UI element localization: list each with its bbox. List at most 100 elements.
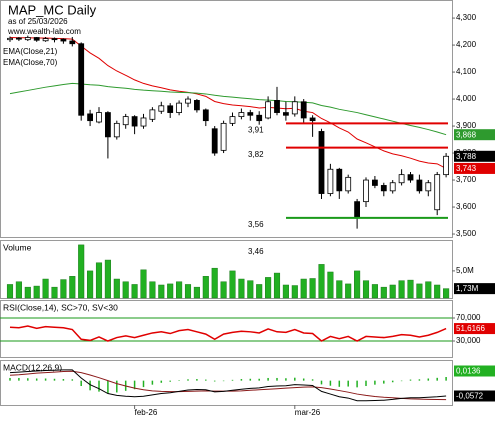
y-tick-label: 4,000: [456, 94, 477, 103]
volume-bar: [282, 284, 289, 299]
candle-body: [389, 182, 396, 192]
level-label: 3,46: [248, 247, 264, 256]
chart-title: MAP_MC Daily: [8, 2, 97, 17]
histogram-bar: [27, 378, 29, 381]
candle-body: [345, 176, 352, 192]
value-box-label: 3,868: [456, 130, 477, 139]
level-label: 3,82: [248, 150, 264, 159]
histogram-bar: [409, 379, 412, 381]
candle-body: [309, 117, 316, 122]
value-box: [454, 390, 495, 402]
histogram-bar: [222, 380, 225, 382]
candle-body: [193, 100, 200, 111]
volume-bar: [167, 283, 174, 299]
volume-bar: [104, 259, 111, 299]
candle-body: [229, 116, 236, 124]
y-tick-label: 4,300: [456, 13, 477, 22]
histogram-bar: [205, 379, 207, 381]
volume-bar: [6, 284, 14, 299]
legend-label: EMA(Close,70): [3, 58, 58, 67]
value-box: [454, 365, 495, 377]
y-tick-label: 3,700: [456, 175, 477, 184]
histogram-bar: [285, 378, 287, 381]
y-tick-label: 3,900: [456, 121, 477, 130]
volume-bar: [193, 286, 200, 299]
subtitle: as of 25/03/2026: [8, 17, 68, 26]
candle-body: [87, 113, 93, 122]
volume-bar: [371, 284, 378, 299]
volume-bar: [291, 285, 298, 299]
histogram-bar: [231, 379, 234, 381]
candle-body: [158, 105, 165, 112]
candle-body: [300, 101, 307, 119]
price-plot: [7, 35, 450, 229]
histogram-bar: [44, 378, 47, 381]
candle-body: [131, 116, 138, 127]
candle-body: [113, 122, 120, 138]
candle-body: [318, 131, 325, 194]
candle-body: [380, 185, 387, 192]
volume-title: Volume: [3, 242, 32, 252]
histogram-bar: [400, 380, 403, 382]
source: www.wealth-lab.com: [7, 27, 81, 36]
candle-body: [443, 155, 450, 176]
candle-body: [282, 112, 289, 116]
histogram-bar: [320, 380, 323, 385]
histogram-bar: [142, 380, 145, 388]
candle-body: [363, 179, 369, 203]
volume-bar: [158, 284, 165, 299]
macd-title: MACD(12,26,9): [3, 362, 62, 372]
volume-bar: [362, 280, 370, 299]
volume-bar: [149, 281, 156, 299]
candle-body: [105, 112, 111, 138]
volume-bar: [425, 281, 432, 299]
candle-body: [256, 114, 263, 122]
volume-bar: [24, 286, 31, 299]
value-box-label: 51,6166: [456, 324, 485, 333]
volume-bar: [60, 279, 67, 299]
y-tick-label: 4,200: [456, 40, 477, 49]
candle-body: [15, 37, 22, 40]
volume-bar: [434, 284, 441, 299]
candle-body: [291, 101, 298, 115]
volume-bar: [327, 271, 334, 299]
candle-body: [176, 102, 183, 113]
histogram-bar: [374, 380, 376, 385]
y-tick-label: 30,000: [456, 336, 481, 345]
volume-bar: [78, 244, 85, 299]
histogram-bar: [151, 380, 154, 385]
candle-body: [425, 182, 432, 192]
volume-bar: [309, 278, 316, 299]
volume-bar: [51, 286, 58, 299]
volume-bar: [354, 270, 361, 299]
candle-body: [122, 116, 129, 126]
volume-bar: [407, 279, 414, 299]
value-box-label: 1,73M: [456, 284, 479, 293]
histogram-bar: [356, 380, 358, 388]
histogram-bar: [89, 380, 91, 391]
volume-frame: [0, 240, 453, 299]
volume-bar: [69, 276, 76, 299]
volume-bar: [345, 283, 352, 299]
histogram-bar: [178, 380, 180, 381]
value-box: [454, 162, 495, 174]
candle-body: [247, 112, 254, 116]
value-box-label: -0,0572: [456, 392, 484, 401]
candle-body: [140, 117, 147, 127]
volume-bar: [398, 280, 405, 299]
candle-body: [42, 38, 49, 42]
candle-body: [407, 174, 414, 181]
value-box: [454, 323, 495, 335]
volume-bar: [87, 270, 94, 299]
histogram-bar: [116, 380, 118, 393]
histogram-bar: [62, 379, 65, 381]
level-label: 3,56: [248, 220, 264, 229]
volume-bar: [238, 278, 245, 299]
candle-body: [336, 168, 343, 192]
volume-bar: [184, 284, 192, 299]
candle-body: [327, 168, 334, 194]
panel-frames: [0, 0, 453, 406]
histogram-bar: [445, 377, 447, 381]
candle-body: [434, 174, 441, 211]
